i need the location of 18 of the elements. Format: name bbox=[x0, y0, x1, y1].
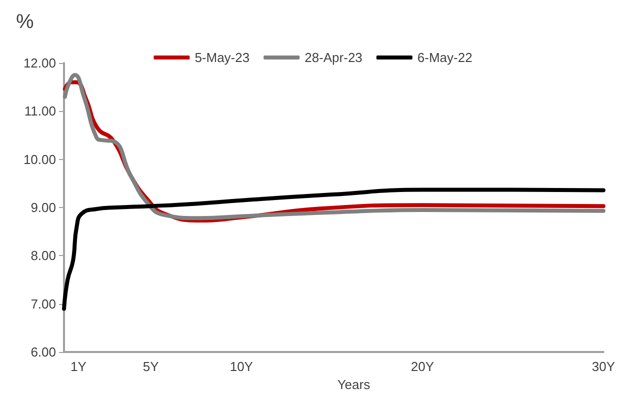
legend-label: 6-May-22 bbox=[417, 50, 472, 65]
y-tick-label: 12.00 bbox=[23, 56, 56, 70]
y-tick-label: 7.00 bbox=[30, 296, 56, 312]
y-tick-label: 9.00 bbox=[30, 200, 56, 216]
x-tick-label: 20Y bbox=[410, 359, 434, 374]
legend-label: 28-Apr-23 bbox=[304, 50, 362, 65]
y-tick-label: 11.00 bbox=[24, 104, 56, 119]
y-tick-label: 10.00 bbox=[23, 152, 56, 167]
x-tick-label: 5Y bbox=[142, 359, 160, 374]
y-axis-title: % bbox=[16, 11, 34, 33]
y-tick-label: 6.00 bbox=[30, 344, 56, 360]
line-series bbox=[62, 188, 606, 311]
x-tick-label: 30Y bbox=[592, 359, 616, 374]
x-axis-title: Years bbox=[337, 377, 371, 392]
y-tick-label: 8.00 bbox=[30, 248, 56, 264]
legend-label: 5-May-23 bbox=[194, 50, 250, 65]
x-tick-label: 1Y bbox=[70, 359, 87, 374]
x-tick-label: 10Y bbox=[230, 359, 254, 374]
